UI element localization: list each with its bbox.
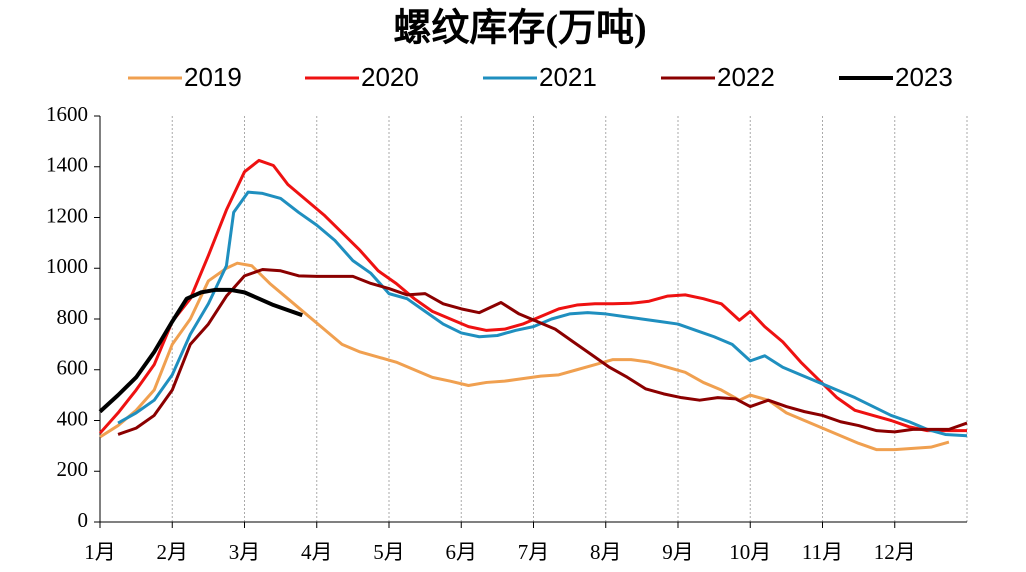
x-tick-label: 2月 [157, 540, 189, 564]
y-tick-label: 600 [57, 356, 89, 380]
y-tick-label: 400 [57, 406, 89, 430]
legend-label: 2021 [539, 62, 597, 92]
series-line [99, 261, 950, 452]
x-tick-label: 1月 [84, 540, 116, 564]
x-tick-label: 5月 [373, 540, 405, 564]
y-tick-label: 1600 [46, 102, 88, 126]
series-line [117, 190, 968, 438]
y-tick-label: 1400 [46, 153, 88, 177]
x-tick-label: 8月 [590, 540, 622, 564]
y-tick-label: 0 [78, 508, 89, 532]
y-tick-label: 1200 [46, 203, 88, 227]
x-tick-label: 10月 [729, 540, 771, 564]
series-line [98, 287, 303, 414]
x-tick-label: 9月 [662, 540, 694, 564]
series-line [117, 268, 968, 436]
x-tick-label: 12月 [874, 540, 916, 564]
legend-label: 2023 [895, 62, 953, 92]
y-tick-label: 1000 [46, 254, 88, 278]
y-tick-label: 800 [57, 305, 89, 329]
legend-label: 2020 [361, 62, 419, 92]
legend-label: 2019 [184, 62, 242, 92]
x-tick-label: 3月 [229, 540, 261, 564]
y-tick-label: 200 [57, 457, 89, 481]
x-tick-label: 6月 [446, 540, 478, 564]
x-tick-label: 11月 [802, 540, 843, 564]
legend-label: 2022 [717, 62, 775, 92]
x-tick-label: 4月 [301, 540, 333, 564]
chart-title: 螺纹库存(万吨) [393, 8, 646, 50]
x-tick-label: 7月 [518, 540, 550, 564]
